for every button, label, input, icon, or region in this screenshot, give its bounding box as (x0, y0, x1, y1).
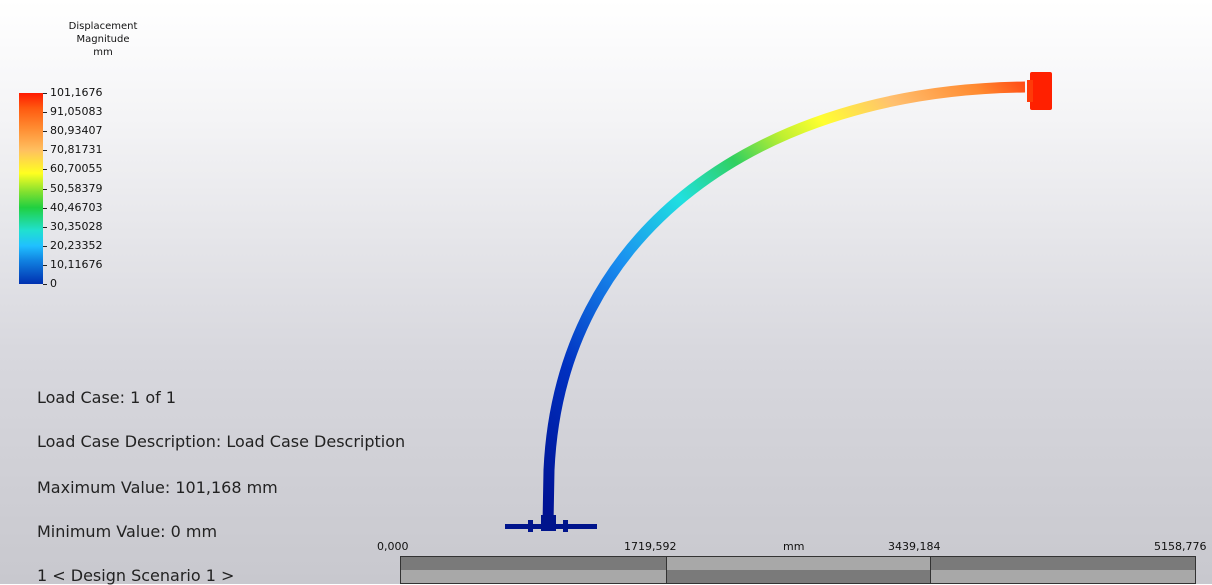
scale-segment (667, 570, 931, 583)
scale-segment (667, 557, 931, 570)
tip-flange (1030, 72, 1052, 110)
fixed-support-flange-left (528, 520, 533, 532)
scale-label-1: 1719,592 (624, 540, 677, 553)
legend-value: 91,05083 (50, 105, 103, 119)
scale-label-2: 3439,184 (888, 540, 941, 553)
legend-tick (43, 150, 47, 152)
legend-tick (43, 93, 47, 94)
legend-value: 80,93407 (50, 124, 103, 138)
scale-segment (931, 570, 1195, 583)
deformed-beam (542, 81, 1026, 525)
legend-tick (43, 169, 47, 171)
legend-title-line1: Displacement (68, 21, 138, 32)
max-value-label: Maximum Value: 101,168 mm (37, 478, 278, 497)
scale-bar (400, 556, 1196, 584)
scale-label-3: 5158,776 (1154, 540, 1207, 553)
legend-value: 10,11676 (50, 257, 103, 271)
legend-value: 101,1676 (50, 86, 103, 99)
legend-value: 50,58379 (50, 181, 103, 195)
legend-value: 0 (50, 277, 57, 290)
legend-value: 60,70055 (50, 162, 103, 176)
load-case-description-label: Load Case Description: Load Case Descrip… (37, 432, 406, 451)
legend-tick (43, 226, 47, 228)
legend-tick (43, 188, 47, 190)
fixed-support-post (541, 515, 556, 531)
legend-tick (43, 245, 47, 247)
legend-unit: mm (93, 47, 113, 58)
legend-tick (43, 131, 47, 133)
legend-tick (43, 112, 47, 114)
fixed-support-flange-right (563, 520, 568, 532)
legend-tick (43, 284, 47, 285)
scale-label-0: 0,000 (377, 540, 409, 553)
scale-segment (401, 570, 667, 583)
legend-title-line2: Magnitude (76, 34, 130, 45)
load-case-label: Load Case: 1 of 1 (37, 388, 177, 407)
legend-value: 30,35028 (50, 219, 103, 233)
legend-value: 70,81731 (50, 143, 103, 157)
min-value-label: Minimum Value: 0 mm (37, 522, 218, 541)
tip-flange-cap (1027, 80, 1033, 102)
legend-tick (43, 264, 47, 266)
legend-color-bar (19, 93, 43, 284)
legend-value: 20,23352 (50, 238, 103, 252)
scale-unit-label: mm (783, 540, 805, 553)
design-scenario-label: 1 < Design Scenario 1 > (37, 566, 235, 585)
legend-tick (43, 207, 47, 209)
legend-title: Displacement Magnitude mm (58, 20, 148, 59)
scale-segment (401, 557, 667, 570)
scale-segment (931, 557, 1195, 570)
legend-value: 40,46703 (50, 200, 103, 214)
